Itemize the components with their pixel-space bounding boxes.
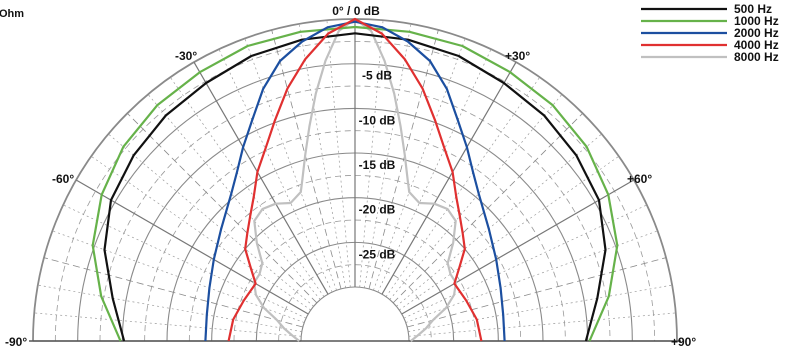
- angle-label: +30°: [505, 49, 530, 63]
- series-line: [91, 25, 619, 342]
- grid-ring: [300, 286, 410, 342]
- radial-tick-label: 0° / 0 dB: [332, 4, 380, 18]
- grid-spoke: [147, 94, 321, 300]
- angle-label: -30°: [175, 49, 197, 63]
- angle-label: -60°: [52, 172, 74, 186]
- polar-grid: [29, 18, 681, 342]
- series-line: [103, 32, 607, 342]
- grid-spoke: [392, 113, 583, 304]
- grid-ring-minor: [278, 264, 432, 342]
- grid-spoke: [381, 61, 517, 295]
- legend-label: 4000 Hz: [734, 38, 779, 52]
- legend-label: 8000 Hz: [734, 50, 779, 64]
- grid-spoke: [127, 113, 318, 304]
- grid-spoke: [75, 179, 309, 315]
- angle-label: +90°: [671, 335, 696, 349]
- grid-ring-minor: [233, 219, 477, 342]
- series-line: [204, 20, 506, 342]
- corner-label: Ohm: [0, 8, 24, 20]
- angle-label: +60°: [627, 172, 652, 186]
- grid-spoke: [193, 61, 329, 295]
- legend-label: 500 Hz: [734, 2, 772, 16]
- series-lines: [91, 17, 619, 342]
- grid-spoke: [368, 29, 439, 289]
- legend-label: 1000 Hz: [734, 14, 779, 28]
- grid-spoke: [401, 179, 635, 315]
- angle-label: -90°: [5, 335, 27, 349]
- grid-spoke: [271, 29, 342, 289]
- radial-tick-label: -5 dB: [362, 69, 392, 83]
- axis-labels: 0° / 0 dB -5 dB -10 dB -15 dB -20 dB -25 dB -9…: [5, 4, 696, 349]
- radial-tick-label: -15 dB: [359, 158, 396, 172]
- grid-spoke: [407, 257, 667, 328]
- radial-tick-label: -10 dB: [359, 113, 396, 127]
- radial-tick-label: -25 dB: [359, 247, 396, 261]
- legend-label: 2000 Hz: [734, 26, 779, 40]
- series-line: [227, 17, 483, 342]
- grid-spoke: [43, 257, 303, 328]
- radial-tick-label: -20 dB: [359, 203, 396, 217]
